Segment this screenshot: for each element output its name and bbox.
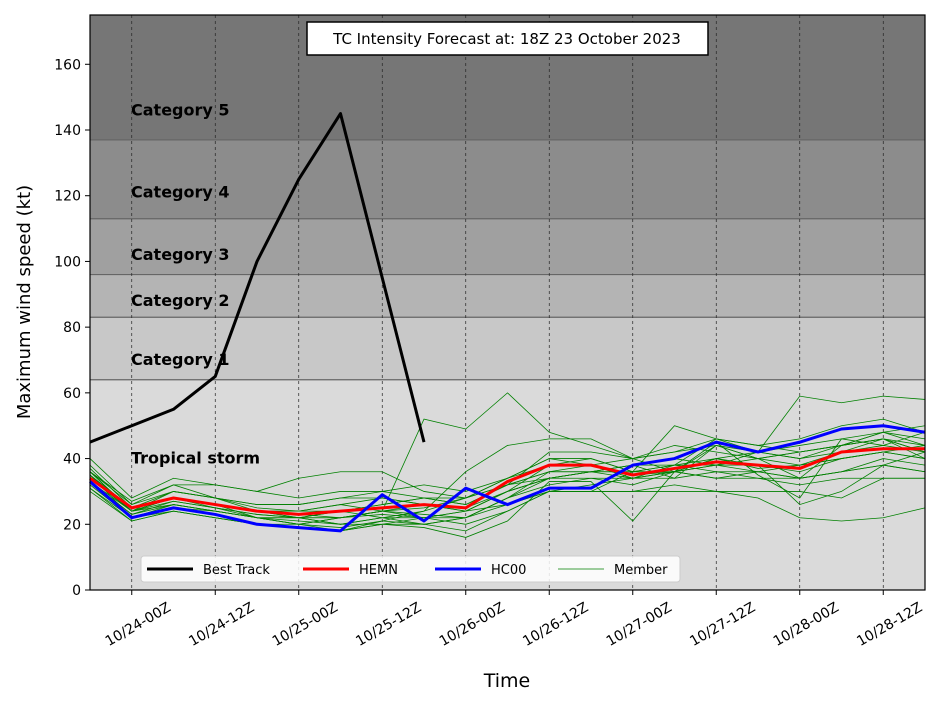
- band-4: [90, 139, 925, 219]
- y-tick-label-2: 40: [63, 452, 81, 468]
- chart-title: TC Intensity Forecast at: 18Z 23 October…: [332, 30, 681, 48]
- legend-label-3: Member: [614, 563, 668, 578]
- band-1: [90, 317, 925, 380]
- x-tick-label-0: 10/24-00Z: [103, 600, 174, 650]
- series-line-hemn: [89, 447, 925, 516]
- y-tick-label-4: 80: [63, 320, 81, 336]
- category-label-1: Category 1: [131, 350, 230, 369]
- band-3: [90, 218, 925, 275]
- x-tick-label-2: 10/25-00Z: [270, 600, 341, 650]
- x-tick-label-8: 10/28-00Z: [771, 600, 842, 650]
- legend-label-0: Best Track: [203, 563, 270, 578]
- x-axis: 10/24-00Z 10/24-12Z 10/25-00Z 10/25-12Z 10/2…: [103, 590, 925, 650]
- member-line-3: [89, 392, 926, 525]
- plot-frame: [89, 14, 926, 591]
- x-tick-label-4: 10/26-00Z: [437, 600, 508, 650]
- legend: Best Track HEMN HC00 Member: [140, 555, 681, 583]
- y-tick-label-1: 20: [63, 517, 81, 533]
- member-line-15: [89, 451, 926, 532]
- x-axis-label: Time: [483, 670, 531, 692]
- y-tick-label-5: 100: [54, 254, 81, 270]
- main-series-lines: [89, 112, 926, 533]
- category-label-0: Tropical storm: [131, 449, 260, 468]
- category-label-2: Category 2: [131, 291, 230, 310]
- y-tick-label-3: 60: [63, 386, 81, 402]
- legend-label-2: HC00: [491, 563, 526, 578]
- chart-title-box: TC Intensity Forecast at: 18Z 23 October…: [306, 21, 709, 56]
- series-line-hc00: [89, 424, 926, 533]
- band-2: [90, 274, 925, 318]
- y-tick-label-6: 120: [54, 189, 81, 205]
- series-line-best-track: [89, 112, 426, 444]
- x-tick-label-9: 10/28-12Z: [854, 600, 925, 650]
- y-tick-label-0: 0: [72, 583, 81, 599]
- category-labels: Tropical storm Category 1 Category 2 Catego…: [131, 100, 260, 467]
- legend-label-1: HEMN: [359, 563, 398, 578]
- y-axis: 0 20 40 60 80 100 120 140 160: [54, 57, 90, 599]
- y-tick-label-8: 160: [54, 57, 81, 73]
- y-tick-label-7: 140: [54, 123, 81, 139]
- x-tick-label-6: 10/27-00Z: [604, 600, 675, 650]
- category-label-3: Category 3: [131, 245, 230, 264]
- member-line-20: [89, 438, 926, 502]
- legend-box: [140, 555, 681, 583]
- x-tick-label-1: 10/24-12Z: [186, 600, 257, 650]
- y-axis-label: Maximum wind speed (kt): [14, 185, 35, 419]
- x-tick-label-5: 10/26-12Z: [520, 600, 591, 650]
- member-line-17: [89, 425, 926, 525]
- member-line-19: [89, 458, 925, 519]
- x-tick-label-7: 10/27-12Z: [687, 600, 758, 650]
- category-label-5: Category 5: [131, 100, 230, 119]
- x-tick-label-3: 10/25-12Z: [353, 600, 424, 650]
- category-label-4: Category 4: [131, 182, 230, 201]
